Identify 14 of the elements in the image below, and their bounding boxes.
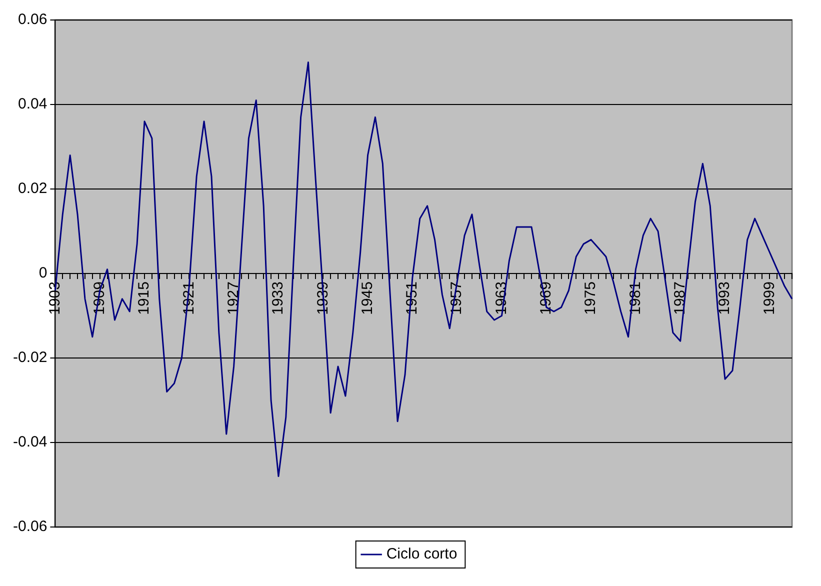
y-tick-label: 0.06: [18, 11, 48, 28]
y-tick-label: 0: [38, 264, 48, 282]
y-tick-label: -0.02: [12, 349, 48, 366]
legend-label: Ciclo corto: [386, 546, 458, 563]
y-tick-label: -0.06: [12, 518, 48, 536]
y-tick-label: 0.04: [18, 96, 48, 113]
x-tick-label: 1945: [358, 282, 376, 315]
y-tick-label: -0.04: [12, 434, 48, 451]
x-tick-label: 1999: [760, 282, 778, 315]
x-tick-label: 1975: [582, 282, 600, 315]
x-tick-label: 1933: [270, 282, 287, 315]
y-tick-label: 0.02: [18, 180, 48, 198]
x-tick-label: 1915: [136, 282, 153, 315]
x-tick-label: 1993: [716, 282, 734, 315]
